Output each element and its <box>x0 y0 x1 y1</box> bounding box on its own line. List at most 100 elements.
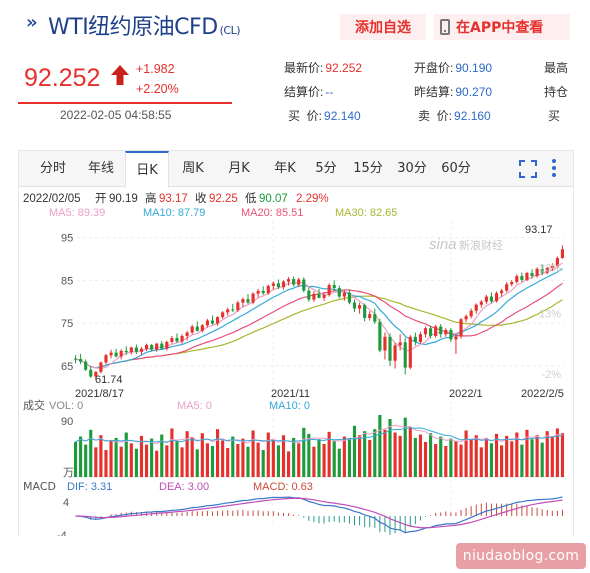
volume-bar <box>241 438 245 477</box>
kline-chart[interactable]: 2022/02/05 开 90.19 高 93.17 收 92.25 低 90.… <box>19 187 573 536</box>
min-price-label: 61.74 <box>95 374 123 386</box>
volume-bar <box>104 450 108 477</box>
candle-body <box>494 293 499 302</box>
volume-bar <box>358 435 362 477</box>
volume-bar <box>373 429 377 477</box>
volume-bar <box>510 441 514 477</box>
candle-body <box>261 291 265 294</box>
volume-bar <box>79 436 83 477</box>
ma-legend: MA5: 89.39 MA10: 87.79 MA20: 85.51 MA30: 82… <box>49 207 397 219</box>
tab-60min[interactable]: 60分 <box>441 161 471 176</box>
candle-body <box>134 347 138 352</box>
candle-body <box>79 359 83 362</box>
volume-bar <box>286 451 291 477</box>
stat-bid: 买 价: 92.140 <box>288 107 361 124</box>
stat-value: 92.140 <box>324 109 361 123</box>
volume-bar <box>489 443 494 477</box>
tab-weekly-k[interactable]: 周K <box>182 161 204 176</box>
volume-bar <box>307 433 311 477</box>
candle-body <box>205 320 209 326</box>
candle-body <box>439 326 443 335</box>
candle-body <box>317 294 321 298</box>
stat-open-interest: 持仓 <box>544 83 570 100</box>
volume-bar <box>378 415 382 477</box>
candle-body <box>378 321 382 351</box>
candle-high-label: 高 <box>145 191 157 205</box>
candle-body <box>337 288 341 297</box>
candle-body <box>459 319 463 337</box>
volume-bar <box>134 448 138 477</box>
candle-body <box>454 336 458 340</box>
candle-body <box>352 302 357 309</box>
arrow-up-icon <box>111 65 129 85</box>
candle-body <box>160 343 164 349</box>
fullscreen-icon[interactable] <box>519 160 537 178</box>
open-in-app-button[interactable]: 在APP中查看 <box>434 14 570 40</box>
tab-year-line[interactable]: 年线 <box>87 161 114 176</box>
more-options-icon[interactable] <box>551 158 557 178</box>
candle-low: 90.07 <box>259 193 288 205</box>
tab-daily-k[interactable]: 日K <box>125 151 169 188</box>
candle-body <box>327 285 331 295</box>
candle-body <box>383 336 387 351</box>
volume-bar <box>215 429 220 477</box>
volume-bar <box>515 432 519 477</box>
macd-axis-label: 4 <box>63 497 69 509</box>
candle-body <box>99 362 103 372</box>
candle-body <box>144 344 149 349</box>
volume-bar <box>317 439 321 477</box>
volume-bars: 90 万 <box>61 415 565 479</box>
ma10-line <box>75 268 563 369</box>
candle-body <box>129 347 133 353</box>
instrument-code: (CL) <box>219 24 241 37</box>
candle-body <box>221 312 225 318</box>
candle-body <box>281 281 286 288</box>
ma5-line <box>75 262 563 370</box>
candle-body <box>246 299 250 303</box>
candles <box>73 245 565 381</box>
candle-body <box>170 338 174 342</box>
tab-5min[interactable]: 5分 <box>315 161 337 176</box>
volume-bar <box>500 445 504 477</box>
candle-body <box>89 369 93 377</box>
macd-legend-item-0: MACD <box>23 480 56 493</box>
tab-15min[interactable]: 15分 <box>353 161 383 176</box>
volume-legend-item-2: MA5: 0 <box>177 400 212 412</box>
tab-yearly-k[interactable]: 年K <box>274 161 296 176</box>
volume-bar <box>479 447 483 477</box>
volume-bar <box>292 437 296 477</box>
volume-legend-item-1: VOL: 0 <box>49 400 83 412</box>
volume-bar <box>550 436 554 477</box>
volume-bar <box>429 433 433 477</box>
instrument-name: WTI纽约原油CFD <box>48 15 218 40</box>
volume-bar <box>256 442 260 477</box>
candle-body <box>449 329 453 340</box>
volume-bar <box>73 441 78 477</box>
stat-bid-volume: 买 <box>548 107 562 124</box>
ma-legend-item-2: MA20: 85.51 <box>241 207 303 219</box>
stat-high: 最高 <box>544 59 570 76</box>
stat-value: 92.160 <box>454 109 491 123</box>
candle-body <box>266 285 270 294</box>
volume-bar <box>84 444 88 477</box>
volume-bar <box>494 433 499 477</box>
tab-intraday[interactable]: 分时 <box>39 161 66 176</box>
price-axis-label: 95 <box>61 233 73 245</box>
tab-30min[interactable]: 30分 <box>397 161 427 176</box>
stat-label: 卖 价: <box>418 109 453 123</box>
tab-monthly-k[interactable]: 月K <box>228 161 250 176</box>
candle-body <box>444 329 448 335</box>
add-to-watchlist-button[interactable]: 添加自选 <box>340 14 426 40</box>
stat-value: 90.270 <box>455 85 493 99</box>
macd-legend: MACD DIF: 3.31 DEA: 3.00 MACD: 0.63 <box>23 480 313 493</box>
candle-body <box>256 291 260 294</box>
volume-bar <box>413 437 417 477</box>
candle-body <box>200 325 204 331</box>
stat-ask: 卖 价: 92.160 <box>418 107 491 124</box>
volume-bar <box>160 434 164 477</box>
volume-bar <box>444 446 448 477</box>
date-axis-label: 2022/1 <box>449 388 483 400</box>
volume-bar <box>246 446 250 477</box>
volume-bar <box>464 430 468 477</box>
candle-body <box>408 336 412 368</box>
